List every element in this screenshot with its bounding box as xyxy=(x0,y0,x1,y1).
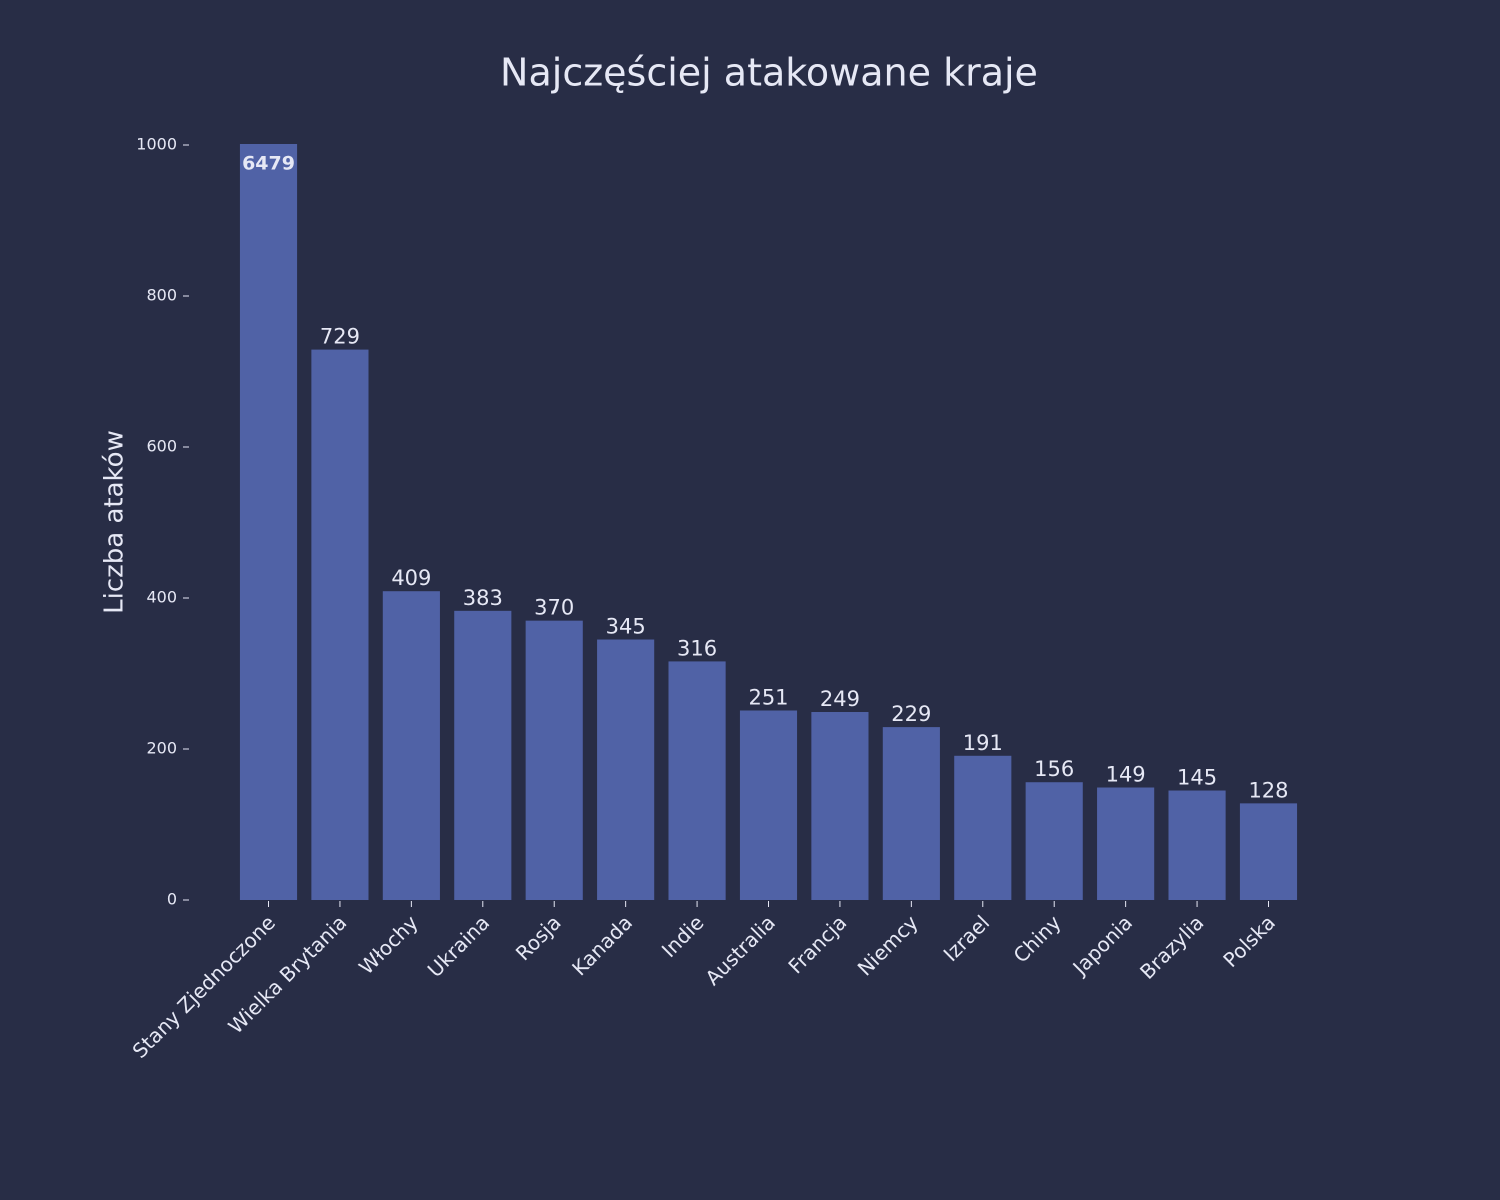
y-axis-label: Liczba ataków xyxy=(100,430,130,614)
chart-title: Najczęściej atakowane kraje xyxy=(500,51,1038,95)
bar xyxy=(954,755,1012,900)
data-label: 156 xyxy=(1034,757,1074,781)
data-label: 229 xyxy=(891,702,931,726)
y-tick-label: 800 xyxy=(146,286,177,305)
data-label: 251 xyxy=(748,685,788,709)
bar xyxy=(668,661,726,900)
data-label: 370 xyxy=(534,596,574,620)
bar xyxy=(882,727,940,900)
data-label: 249 xyxy=(820,687,860,711)
bar xyxy=(1025,782,1083,900)
data-label: 191 xyxy=(963,731,1003,755)
bar xyxy=(597,639,655,900)
bar xyxy=(311,349,369,901)
data-label: 729 xyxy=(320,325,360,349)
data-label: 409 xyxy=(391,566,431,590)
data-label: 316 xyxy=(677,636,717,660)
bar xyxy=(1097,787,1155,900)
bar xyxy=(1168,790,1226,900)
y-tick-label: 200 xyxy=(146,739,177,758)
bar xyxy=(382,591,440,900)
bar xyxy=(525,620,583,900)
data-label: 345 xyxy=(606,615,646,639)
data-label: 6479 xyxy=(242,153,295,175)
y-tick-label: 600 xyxy=(146,437,177,456)
data-label: 383 xyxy=(463,586,503,610)
data-label: 145 xyxy=(1177,766,1217,790)
bar xyxy=(739,710,798,900)
y-tick-label: 0 xyxy=(167,890,177,909)
bar xyxy=(239,144,298,900)
data-label: 128 xyxy=(1248,778,1288,802)
y-tick-label: 1000 xyxy=(136,135,177,154)
bar xyxy=(811,712,869,900)
plot-area xyxy=(239,144,1298,901)
y-tick-label: 400 xyxy=(146,588,177,607)
bar xyxy=(1239,803,1298,900)
data-label: 149 xyxy=(1106,763,1146,787)
bar xyxy=(454,610,512,900)
